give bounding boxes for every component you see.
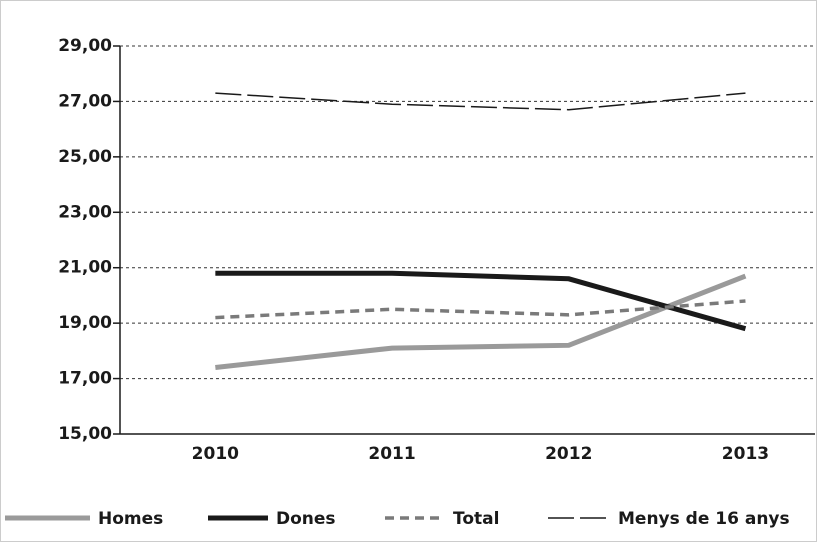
y-tick-label: 21,00 <box>58 258 112 278</box>
x-tick-label: 2012 <box>545 444 592 464</box>
y-tick-label: 19,00 <box>58 313 112 333</box>
x-tick-label: 2011 <box>368 444 415 464</box>
series-line <box>215 92 746 111</box>
x-tick-label: 2010 <box>192 444 239 464</box>
series-line <box>215 273 747 370</box>
y-tick-label: 25,00 <box>58 147 112 167</box>
legend-label: Dones <box>276 509 336 529</box>
y-tick-label: 27,00 <box>58 91 112 111</box>
x-tick-label: 2013 <box>722 444 769 464</box>
series-line <box>215 270 747 332</box>
series-line <box>215 299 746 320</box>
legend-label: Total <box>453 509 499 529</box>
legend-label: Menys de 16 anys <box>618 509 790 529</box>
y-tick-label: 15,00 <box>58 424 112 444</box>
legend-label: Homes <box>98 509 163 529</box>
y-tick-label: 23,00 <box>58 202 112 222</box>
y-tick-label: 17,00 <box>58 369 112 389</box>
y-tick-label: 29,00 <box>58 36 112 56</box>
